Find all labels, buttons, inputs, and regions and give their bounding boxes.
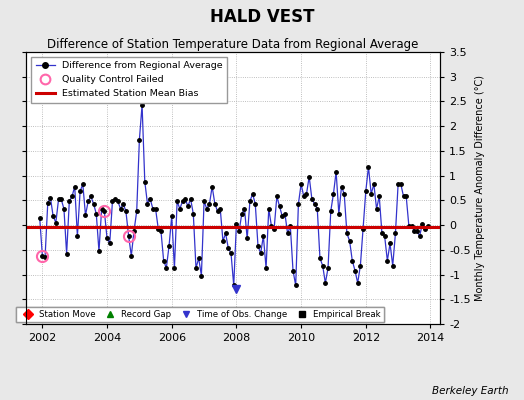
Text: HALD VEST: HALD VEST: [210, 8, 314, 26]
Legend: Station Move, Record Gap, Time of Obs. Change, Empirical Break: Station Move, Record Gap, Time of Obs. C…: [16, 306, 385, 322]
Y-axis label: Monthly Temperature Anomaly Difference (°C): Monthly Temperature Anomaly Difference (…: [475, 75, 485, 301]
Text: Berkeley Earth: Berkeley Earth: [432, 386, 508, 396]
Title: Difference of Station Temperature Data from Regional Average: Difference of Station Temperature Data f…: [48, 38, 419, 51]
